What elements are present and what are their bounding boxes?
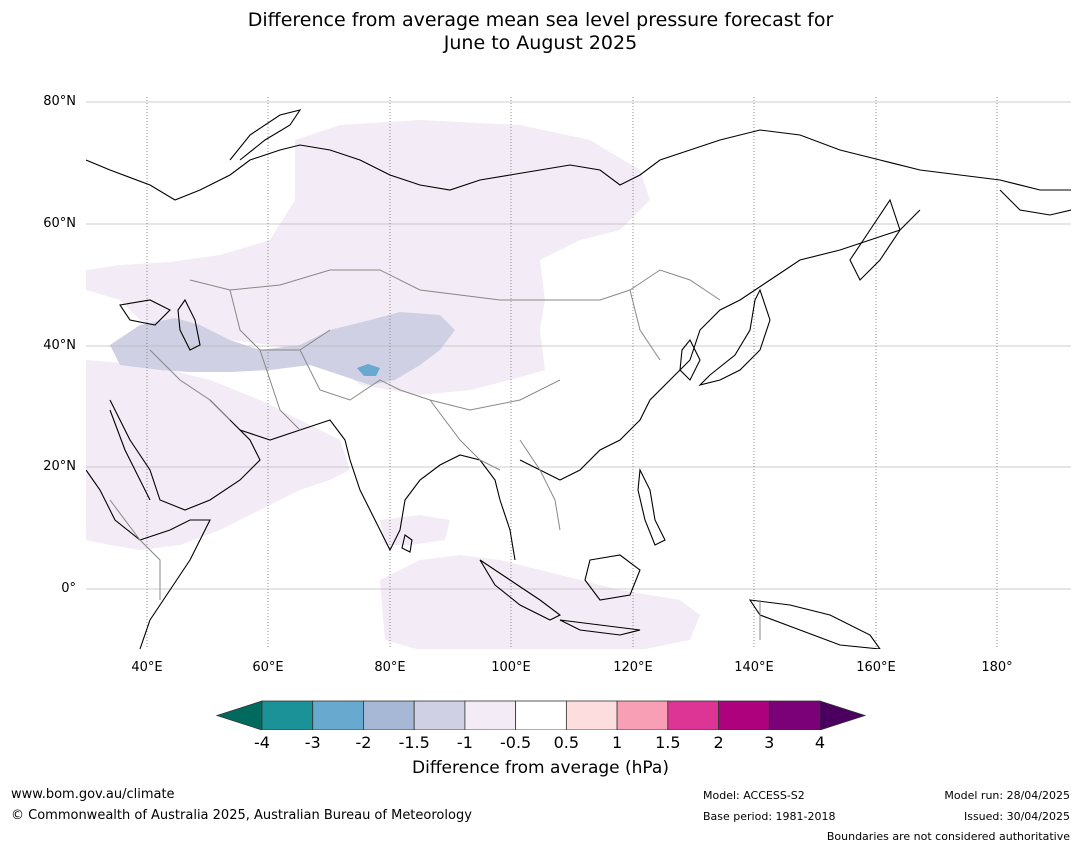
colorbar-tick-label: -0.5 [500, 733, 532, 752]
colorbar-swatch [363, 700, 415, 730]
coast-alaska [999, 189, 1071, 216]
base-period-text: Base period: 1981-2018 [703, 810, 836, 823]
colorbar-swatch [312, 700, 364, 730]
lon-label-60e: 60°E [252, 660, 284, 675]
coast-java [559, 619, 641, 636]
colorbar-swatch [515, 700, 567, 730]
colorbar-tick-label: 3 [764, 733, 775, 752]
title-line-2: June to August 2025 [443, 32, 638, 54]
anomaly-shading [86, 120, 700, 649]
colorbar-extend-low [215, 700, 263, 730]
anomaly-region-indian-ocean [380, 515, 450, 545]
anomaly-region-maritime [380, 555, 700, 649]
lon-label-100e: 100°E [491, 660, 531, 675]
coast-arabia [109, 399, 261, 511]
colorbar-tick-label: -1 [456, 733, 473, 752]
coast-philippines [637, 468, 666, 546]
anomaly-region-north [86, 120, 650, 395]
coast-africa [86, 469, 211, 649]
lat-label-60n: 60°N [43, 216, 76, 231]
coastlines [86, 109, 1071, 649]
colorbar-tick-label: -3 [304, 733, 321, 752]
model-run-text: Model run: 28/04/2025 [944, 789, 1070, 802]
website-link[interactable]: www.bom.gov.au/climate [11, 787, 175, 802]
coast-red-sea [109, 409, 151, 501]
colorbar-tick-label: 4 [814, 733, 826, 752]
coast-eurasia-north [86, 129, 1071, 201]
colorbar-tick-label: 0.5 [553, 733, 580, 752]
title-line-1: Difference from average mean sea level p… [247, 9, 834, 31]
colorbar-title: Difference from average (hPa) [412, 758, 669, 778]
colorbar-tick-label: 1 [611, 733, 623, 752]
lon-gridlines [146, 97, 998, 649]
lon-label-80e: 80°E [374, 660, 406, 675]
country-borders [109, 269, 761, 640]
lat-label-20n: 20°N [43, 459, 76, 474]
coast-sumatra [479, 559, 562, 621]
colorbar-tick-label: 2 [713, 733, 724, 752]
lat-label-0: 0° [61, 581, 76, 596]
anomaly-region-minimum [357, 364, 380, 376]
lat-label-40n: 40°N [43, 338, 76, 353]
lon-label-180: 180° [981, 660, 1013, 675]
anomaly-region-arabia [86, 360, 350, 550]
coast-japan [698, 288, 771, 387]
colorbar-extend-high [819, 700, 867, 730]
coast-sri-lanka [401, 534, 413, 553]
coast-south-asia [239, 419, 516, 561]
model-text: Model: ACCESS-S2 [703, 789, 805, 802]
disclaimer-text: Boundaries are not considered authoritat… [826, 830, 1070, 843]
coast-kamchatka [849, 198, 901, 281]
colorbar-tick-label: -1.5 [398, 733, 430, 752]
colorbar-tick-label: -2 [355, 733, 372, 752]
colorbar-swatch [413, 700, 466, 730]
colorbar-swatch [261, 700, 314, 730]
coast-new-guinea [748, 599, 881, 649]
lon-label-140e: 140°E [734, 660, 774, 675]
colorbar-tick-label: -4 [254, 733, 270, 752]
coast-east-asia [519, 209, 921, 481]
copyright-text: © Commonwealth of Australia 2025, Austra… [11, 808, 472, 823]
colorbar-swatch [616, 700, 669, 730]
colorbar-swatch [667, 700, 719, 730]
coast-korea [679, 338, 701, 381]
coast-novaya-zemlya [229, 109, 302, 161]
lon-label-120e: 120°E [613, 660, 653, 675]
colorbar-swatch [565, 700, 618, 730]
coast-borneo [584, 554, 641, 601]
colorbar-swatch [464, 700, 517, 730]
lat-gridlines [86, 101, 1071, 590]
colorbar-swatch [718, 700, 770, 730]
colorbar-tick-label: 1.5 [655, 733, 681, 752]
issued-text: Issued: 30/04/2025 [963, 810, 1070, 823]
coast-caspian [177, 298, 201, 351]
lon-label-160e: 160°E [856, 660, 896, 675]
lat-label-80n: 80°N [43, 94, 76, 109]
lon-label-40e: 40°E [131, 660, 163, 675]
colorbar-swatch [768, 700, 821, 730]
colorbar [215, 700, 867, 730]
map-title: Difference from average mean sea level p… [0, 9, 1081, 55]
coast-black-sea [119, 299, 171, 326]
